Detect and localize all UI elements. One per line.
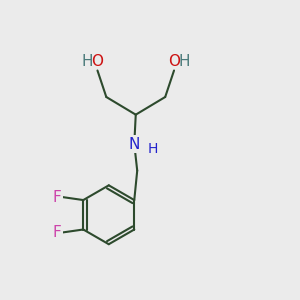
Text: H: H [82, 54, 93, 69]
Text: F: F [52, 225, 61, 240]
Text: N: N [129, 136, 140, 152]
Text: F: F [52, 190, 61, 205]
Text: H: H [178, 54, 190, 69]
Text: O: O [168, 54, 180, 69]
Text: H: H [148, 142, 158, 155]
Text: O: O [92, 54, 104, 69]
